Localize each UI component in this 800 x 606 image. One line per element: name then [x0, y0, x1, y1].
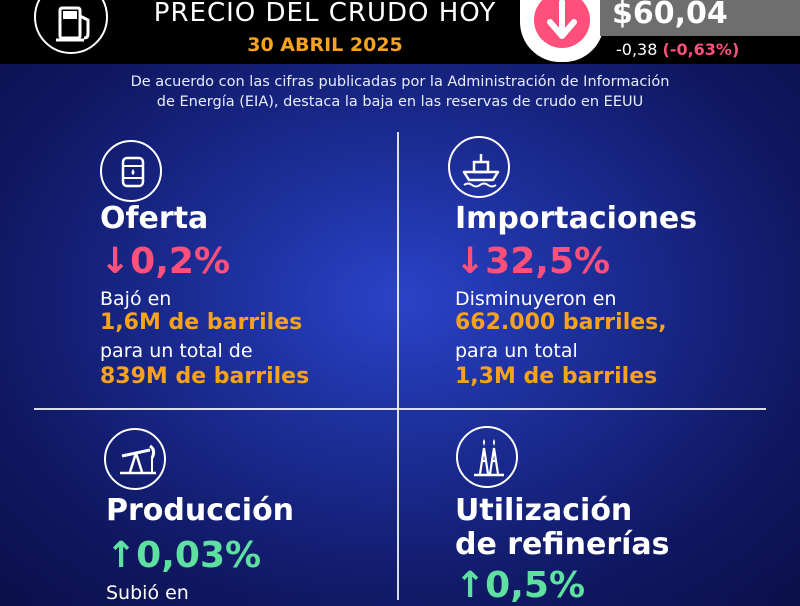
- date-label: 30 ABRIL 2025: [247, 34, 403, 56]
- page-title: PRECIO DEL CRUDO HOY: [153, 0, 497, 28]
- pumpjack-icon: [104, 428, 166, 490]
- refinerias-title-1: Utilización: [455, 493, 633, 528]
- oil-rig-icon: [456, 426, 518, 488]
- oil-barrel-icon: [100, 140, 162, 202]
- oferta-line-2: para un total de: [100, 340, 253, 362]
- importaciones-title: Importaciones: [455, 201, 698, 236]
- ship-icon: [448, 136, 510, 198]
- oferta-bold-1: 1,6M de barriles: [100, 310, 303, 335]
- intro-line-2: de Energía (EIA), destaca la baja en las…: [156, 94, 644, 110]
- produccion-title: Producción: [106, 493, 295, 528]
- horizontal-divider: [34, 408, 766, 410]
- oferta-bold-2: 839M de barriles: [100, 364, 310, 389]
- intro-text: De acuerdo con las cifras publicadas por…: [60, 72, 740, 112]
- importaciones-line-1: Disminuyeron en: [455, 288, 617, 310]
- down-arrow-icon: [520, 0, 604, 62]
- vertical-divider: [397, 132, 399, 600]
- importaciones-line-2: para un total: [455, 340, 578, 362]
- refinerias-metric: ↑0,5%: [455, 565, 586, 606]
- intro-line-1: De acuerdo con las cifras publicadas por…: [130, 74, 670, 90]
- produccion-metric: ↑0,03%: [106, 535, 262, 576]
- oferta-line-1: Bajó en: [100, 288, 172, 310]
- importaciones-bold-1: 662.000 barriles,: [455, 310, 667, 335]
- change-percent: (-0,63%): [662, 40, 740, 59]
- price-panel: $60,04 -0,38 (-0,63%): [600, 0, 800, 64]
- importaciones-metric: ↓32,5%: [455, 241, 611, 282]
- importaciones-bold-2: 1,3M de barriles: [455, 364, 658, 389]
- produccion-line-1: Subió en: [106, 582, 189, 604]
- price-box: $60,04: [600, 0, 800, 36]
- oferta-title: Oferta: [100, 201, 209, 236]
- price-value: $60,04: [612, 0, 728, 31]
- price-change: -0,38 (-0,63%): [616, 40, 739, 59]
- change-absolute: -0,38: [616, 40, 658, 59]
- fuel-pump-icon: [34, 0, 108, 54]
- refinerias-title-2: de refinerías: [455, 527, 670, 562]
- oferta-metric: ↓0,2%: [100, 241, 231, 282]
